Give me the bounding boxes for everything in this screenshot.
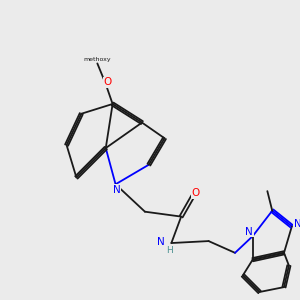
Text: O: O	[103, 77, 112, 87]
Text: H: H	[167, 246, 173, 255]
Text: N: N	[245, 227, 253, 237]
Text: N: N	[294, 219, 300, 229]
Text: N: N	[113, 184, 121, 195]
Text: methoxy: methoxy	[83, 56, 111, 61]
Text: N: N	[157, 237, 165, 247]
Text: O: O	[192, 188, 200, 198]
